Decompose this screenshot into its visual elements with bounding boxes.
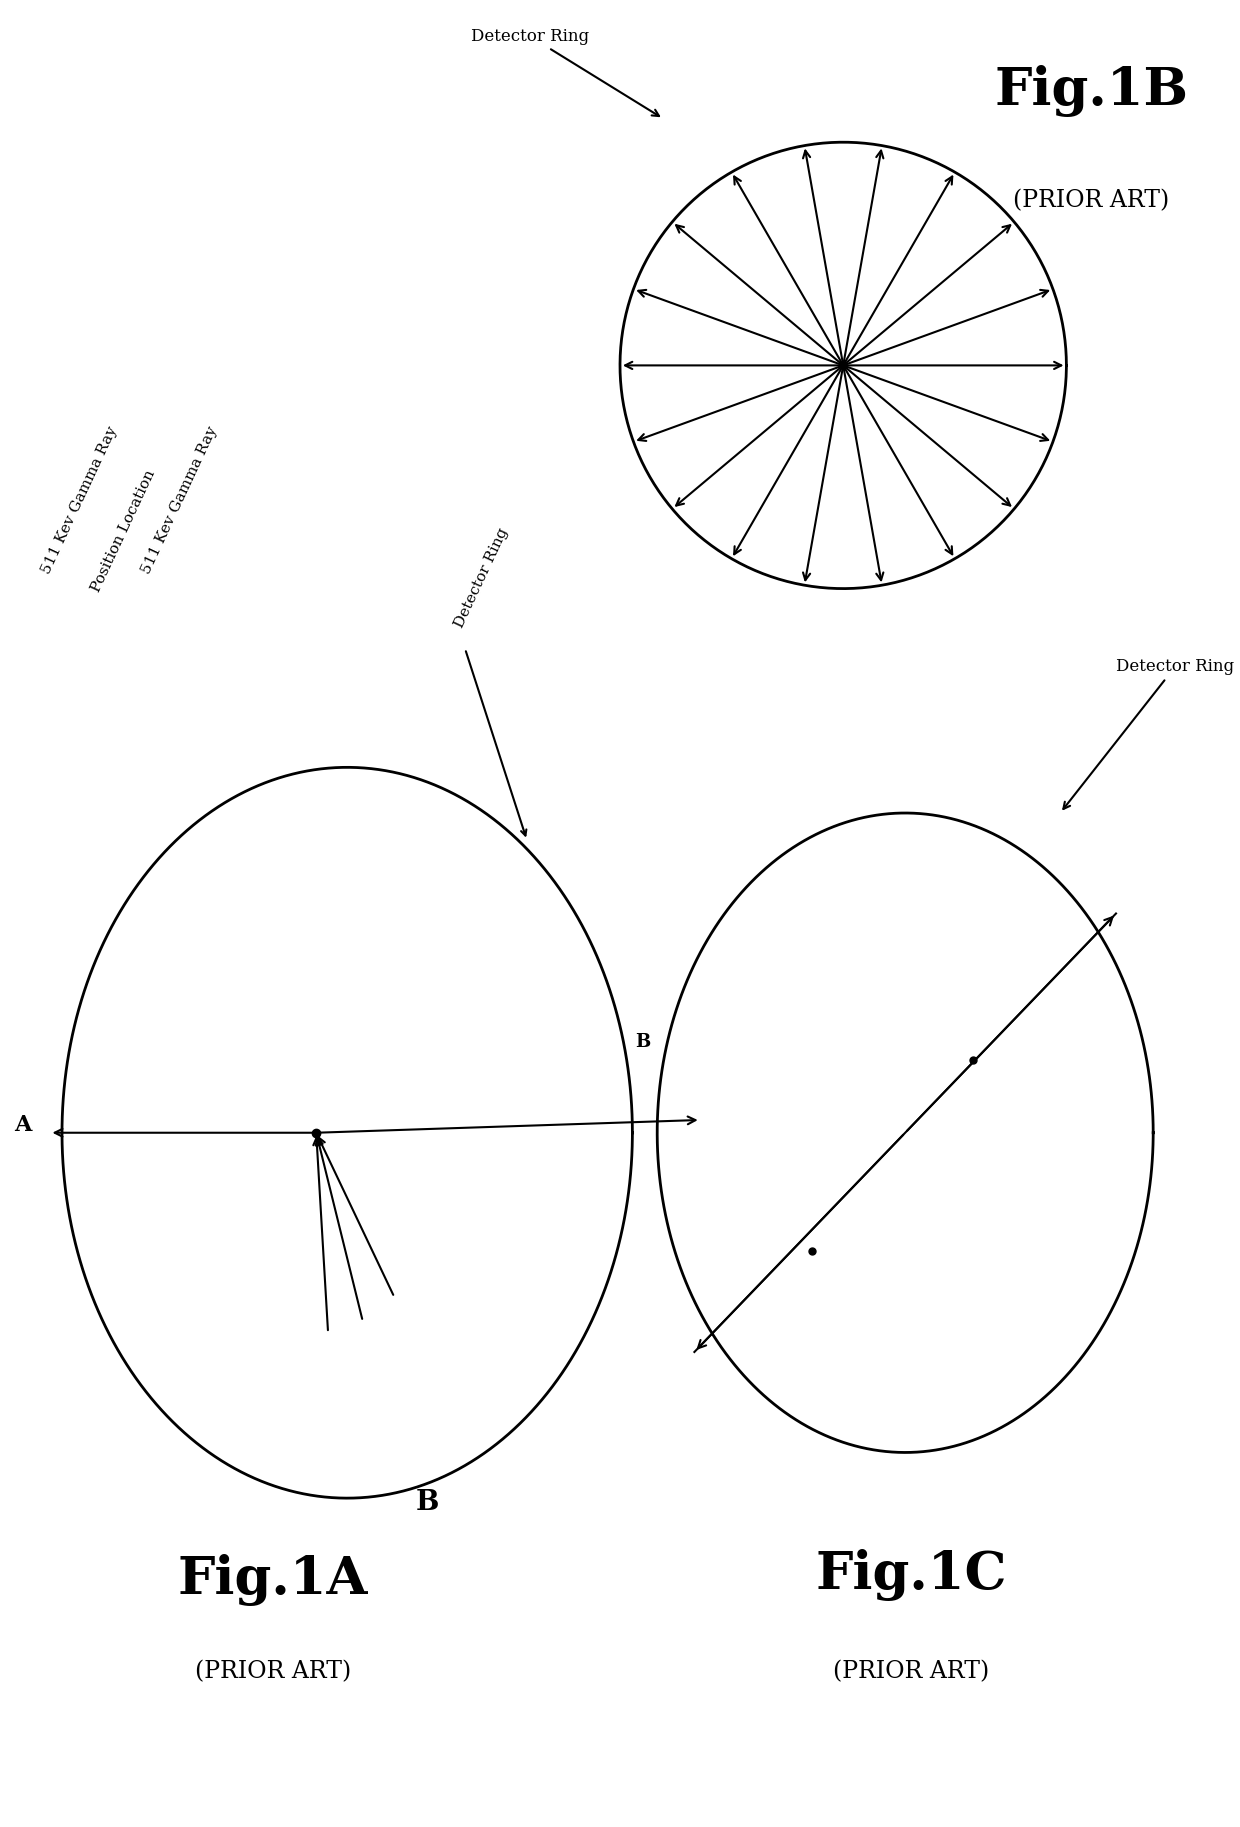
Text: B: B (415, 1489, 439, 1516)
Text: Fig.1B: Fig.1B (994, 66, 1188, 117)
Text: (PRIOR ART): (PRIOR ART) (195, 1661, 351, 1683)
Text: Fig.1A: Fig.1A (177, 1555, 368, 1606)
Text: A: A (14, 1114, 31, 1136)
Text: 511 Kev Gamma Ray: 511 Kev Gamma Ray (40, 424, 120, 576)
Text: Detector Ring: Detector Ring (453, 526, 511, 630)
Text: (PRIOR ART): (PRIOR ART) (1013, 190, 1169, 212)
Text: (PRIOR ART): (PRIOR ART) (833, 1661, 990, 1683)
Text: B: B (635, 1032, 650, 1051)
Text: Detector Ring: Detector Ring (471, 27, 658, 117)
Text: Fig.1C: Fig.1C (816, 1549, 1007, 1600)
Text: Position Location: Position Location (89, 468, 159, 594)
Text: Detector Ring: Detector Ring (1064, 658, 1234, 809)
Text: 511 Kev Gamma Ray: 511 Kev Gamma Ray (139, 424, 219, 576)
